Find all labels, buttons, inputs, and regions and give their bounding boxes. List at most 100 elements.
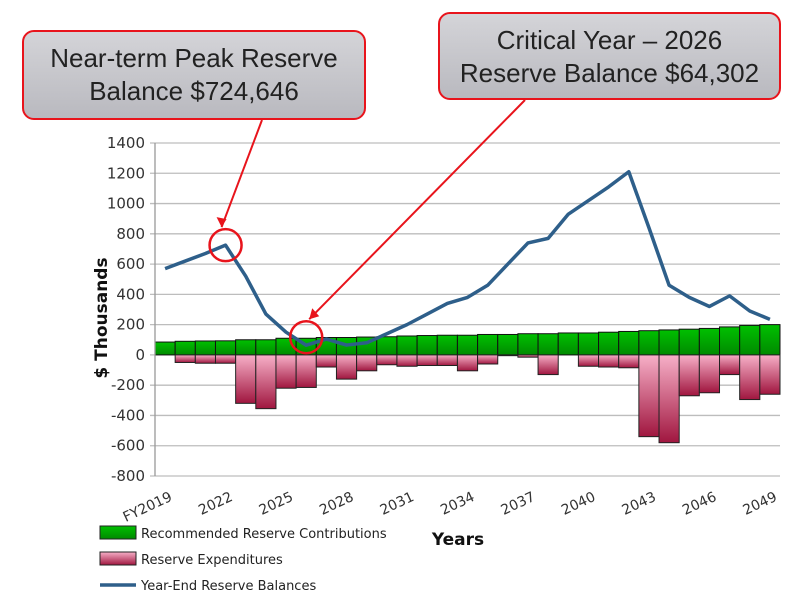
contribution-bar [719, 326, 741, 356]
expenditure-bar [396, 354, 418, 367]
x-tick-label: 2025 [257, 489, 296, 519]
expenditure-bar [577, 354, 600, 367]
contribution-bar [174, 340, 196, 356]
y-tick-label: 800 [116, 225, 145, 243]
contribution-bar [618, 330, 640, 356]
y-tick-label: 400 [116, 285, 145, 303]
x-tick-label: 2043 [620, 489, 659, 519]
x-tick-label: 2028 [317, 489, 356, 519]
expenditure-bar [477, 354, 499, 365]
contribution-bar [194, 340, 216, 356]
contribution-bar [638, 330, 660, 356]
contribution-bar [255, 339, 277, 356]
callout-peak: Near-term Peak Reserve Balance $724,646 [22, 30, 366, 120]
expenditure-bar [698, 354, 721, 394]
contribution-bar [456, 334, 479, 356]
expenditure-bar [376, 354, 398, 366]
contribution-bar [436, 334, 458, 356]
expenditure-bar [517, 354, 539, 358]
callout-critical: Critical Year – 2026 Reserve Balance $64… [438, 12, 781, 100]
expenditure-bar [335, 354, 358, 380]
expenditure-bar [416, 354, 438, 367]
callout-peak-line1: Near-term Peak Reserve [50, 43, 338, 73]
peak-arrow [220, 119, 263, 228]
y-tick-label: 600 [116, 255, 145, 273]
contribution-bar [497, 333, 519, 356]
expenditure-bar [678, 354, 700, 397]
x-tick-label: 2037 [499, 489, 538, 519]
expenditure-bar [255, 354, 277, 410]
expenditure-bar [436, 354, 458, 367]
balance-line [164, 170, 771, 347]
x-tick-label: 2046 [680, 489, 719, 519]
expenditure-bar [598, 354, 620, 368]
contribution-bar [416, 335, 438, 356]
critical-circle [288, 319, 324, 355]
y-tick-label: -400 [111, 406, 145, 424]
contribution-bar [557, 332, 579, 356]
legend-swatch [99, 525, 137, 540]
legend-label: Year-End Reserve Balances [140, 579, 316, 594]
peak-arrowhead [216, 217, 227, 228]
x-tick-label: 2049 [741, 489, 780, 519]
contribution-bar [376, 336, 398, 356]
x-tick-label: 2034 [438, 489, 477, 519]
contribution-bar [678, 328, 700, 356]
legend-label: Reserve Expenditures [141, 553, 283, 568]
x-axis-title: Years [431, 530, 484, 550]
y-tick-label: 0 [135, 346, 145, 364]
y-tick-label: -800 [111, 467, 145, 485]
contribution-bar [537, 333, 559, 356]
y-axis-title: $ Thousands [92, 257, 112, 378]
expenditure-bar [235, 354, 257, 404]
expenditure-bar [658, 354, 680, 444]
expenditure-bar [456, 354, 479, 372]
contribution-bar [759, 324, 781, 356]
contribution-bar [154, 341, 176, 356]
expenditure-bar [497, 354, 519, 357]
expenditure-bar [295, 354, 317, 388]
y-tick-label: -200 [111, 376, 145, 394]
callout-peak-line2: Balance $724,646 [89, 76, 299, 106]
expenditure-bar [356, 354, 378, 372]
contribution-bar [235, 339, 257, 356]
expenditure-bar [759, 354, 781, 395]
contribution-bar [739, 324, 761, 356]
critical-arrowhead [309, 308, 320, 320]
y-tick-label: 1000 [107, 195, 145, 213]
contribution-bar [698, 327, 721, 356]
contribution-bar [214, 340, 237, 356]
legend-label: Recommended Reserve Contributions [141, 527, 387, 542]
expenditure-bar [174, 354, 196, 363]
callout-critical-line2: Reserve Balance $64,302 [459, 58, 760, 88]
expenditure-bar [315, 354, 337, 368]
y-tick-label: 200 [116, 316, 145, 334]
contribution-bar [477, 333, 499, 356]
expenditure-bar [638, 354, 660, 438]
x-tick-label: FY2019 [121, 489, 175, 526]
expenditure-bar [194, 354, 216, 364]
legend-swatch [99, 551, 137, 566]
x-tick-label: 2040 [559, 489, 598, 519]
peak-circle [208, 227, 243, 263]
contribution-bar [517, 333, 539, 356]
expenditure-bar [739, 354, 761, 401]
y-tick-label: 1200 [107, 164, 145, 182]
expenditure-bar [214, 354, 237, 364]
expenditure-bar [719, 354, 741, 376]
y-tick-label: 1400 [107, 134, 145, 152]
contribution-bar [658, 329, 680, 356]
contribution-bar [396, 335, 418, 356]
contribution-bar [577, 332, 600, 356]
expenditure-bar [537, 354, 559, 376]
expenditure-bar [618, 354, 640, 369]
y-tick-label: -600 [111, 437, 145, 455]
expenditure-bar [275, 354, 297, 389]
x-tick-label: 2031 [378, 489, 417, 519]
contribution-bar [598, 331, 620, 356]
callout-critical-line1: Critical Year – 2026 [496, 25, 723, 55]
x-tick-label: 2022 [196, 489, 235, 519]
critical-arrow [308, 99, 526, 320]
